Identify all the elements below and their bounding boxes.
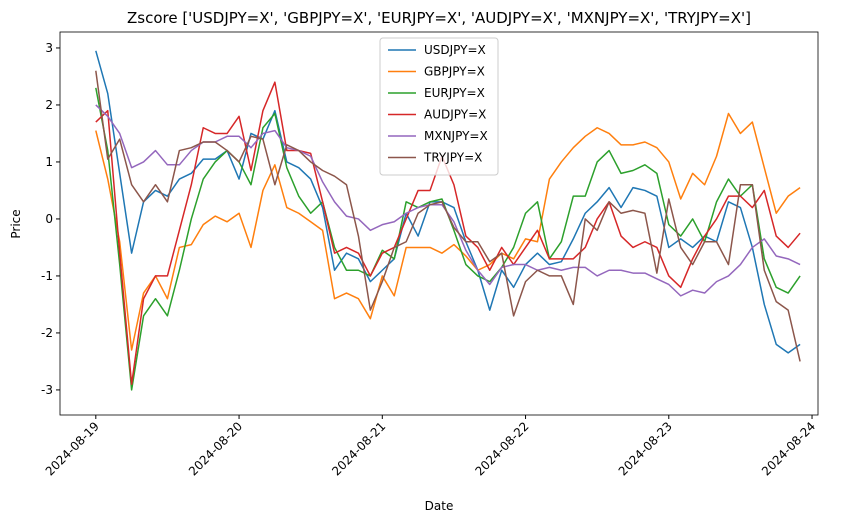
y-tick-label: -3 <box>41 383 53 397</box>
y-axis-label: Price <box>9 209 23 238</box>
x-axis-label: Date <box>425 499 454 513</box>
legend-label: MXNJPY=X <box>424 129 488 143</box>
y-tick-label: 3 <box>45 41 53 55</box>
series-line <box>95 112 801 351</box>
legend-label: EURJPY=X <box>424 86 485 100</box>
series-line <box>95 50 801 354</box>
y-tick-label: 1 <box>45 155 53 169</box>
legend-label: GBPJPY=X <box>424 65 485 79</box>
chart-title: Zscore ['USDJPY=X', 'GBPJPY=X', 'EURJPY=… <box>127 9 751 27</box>
legend-label: USDJPY=X <box>424 43 486 57</box>
legend: USDJPY=X GBPJPY=X EURJPY=X AUDJPY=X MXNJPY=X… <box>379 37 499 176</box>
legend-label: AUDJPY=X <box>424 108 486 122</box>
y-tick-label: -2 <box>41 326 53 340</box>
y-tick-label: 2 <box>45 98 53 112</box>
plot-frame <box>59 31 819 416</box>
series-line <box>95 70 801 362</box>
legend-label: TRYJPY=X <box>423 151 482 165</box>
y-tick-label: -1 <box>41 269 53 283</box>
y-tick-label: 0 <box>45 212 53 226</box>
